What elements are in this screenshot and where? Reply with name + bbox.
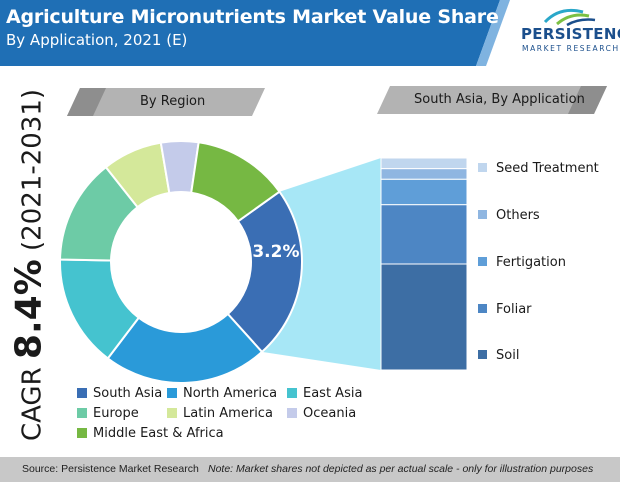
region-tag-shape: [67, 88, 265, 116]
south-asia-share-label: 23.2%: [241, 242, 300, 262]
logo-text-bottom: MARKET RESEARCH: [522, 44, 620, 53]
legend-swatch: [167, 408, 177, 418]
stack-segment-soil: [380, 263, 468, 371]
legend-label: Europe: [93, 406, 139, 421]
region-tag: By Region: [140, 94, 206, 109]
region-legend: South Asia North America East Asia Europ…: [77, 386, 377, 446]
legend-label: Soil: [496, 348, 520, 363]
legend-label: North America: [183, 386, 278, 401]
legend-item-fertigation: Fertigation: [478, 255, 566, 270]
chart-subtitle: By Application, 2021 (E): [6, 31, 188, 49]
legend-swatch: [478, 257, 487, 266]
header-band-shape: [0, 0, 500, 66]
legend-item-latin-america: Latin America: [167, 406, 273, 421]
legend-item-foliar: Foliar: [478, 302, 532, 317]
legend-item-oceania: Oceania: [287, 406, 356, 421]
legend-label: South Asia: [93, 386, 163, 401]
legend-label: Middle East & Africa: [93, 426, 224, 441]
stacked-bar-chart: [380, 157, 468, 371]
donut-slice-north-america: [106, 312, 264, 384]
donut-slice-middle-east-africa: [190, 141, 281, 223]
legend-label: Others: [496, 208, 540, 223]
footer: Source: Persistence Market Research Note…: [0, 457, 620, 482]
footer-note: Note: Market shares not depicted as per …: [208, 463, 594, 475]
legend-swatch: [478, 210, 487, 219]
logo-text-top: PERSISTENCE: [521, 25, 620, 43]
legend-swatch: [287, 388, 297, 398]
application-tag: South Asia, By Application: [414, 92, 585, 107]
legend-swatch: [287, 408, 297, 418]
legend-swatch: [478, 350, 487, 359]
legend-label: Oceania: [303, 406, 357, 421]
legend-item-seed-treatment: Seed Treatment: [478, 161, 599, 176]
legend-item-europe: Europe: [77, 406, 139, 421]
legend-swatch: [77, 428, 87, 438]
application-legend: Seed Treatment Others Fertigation Foliar…: [478, 152, 618, 372]
legend-label: Fertigation: [496, 255, 566, 270]
legend-swatch: [77, 388, 87, 398]
stack-segment-seed-treatment: [380, 157, 468, 170]
legend-label: Foliar: [496, 302, 532, 317]
legend-label: Seed Treatment: [496, 161, 599, 176]
legend-item-middle-east-africa: Middle East & Africa: [77, 426, 224, 441]
legend-swatch: [167, 388, 177, 398]
logo-swoosh-icon: [543, 8, 596, 27]
legend-swatch: [478, 304, 487, 313]
stack-segment-foliar: [380, 204, 468, 265]
legend-item-soil: Soil: [478, 348, 519, 363]
legend-item-north-america: North America: [167, 386, 277, 401]
footer-source: Source: Persistence Market Research: [22, 463, 199, 475]
legend-swatch: [478, 163, 487, 172]
application-tag-shape: [377, 86, 607, 114]
legend-swatch: [77, 408, 87, 418]
header: Agriculture Micronutrients Market Value …: [0, 0, 620, 66]
stack-segment-others: [380, 168, 468, 180]
legend-item-south-asia: South Asia: [77, 386, 162, 401]
header-band: [0, 0, 510, 66]
persistence-logo: PERSISTENCE MARKET RESEARCH: [505, 4, 620, 62]
legend-item-east-asia: East Asia: [287, 386, 362, 401]
legend-item-others: Others: [478, 208, 540, 223]
header-band-accent: [476, 0, 510, 66]
legend-label: East Asia: [303, 386, 363, 401]
donut-chart: [59, 140, 303, 384]
stack-segment-fertigation: [380, 178, 468, 206]
legend-label: Latin America: [183, 406, 273, 421]
chart-title: Agriculture Micronutrients Market Value …: [6, 6, 541, 28]
donut-slice-south-asia: [226, 190, 303, 354]
